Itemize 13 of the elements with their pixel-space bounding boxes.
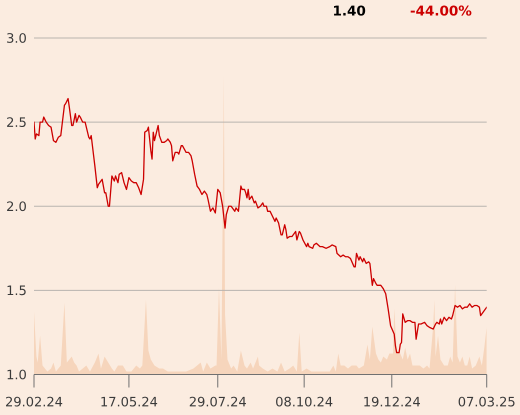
x-tick-label: 29.07.24 xyxy=(190,396,246,407)
text: 1.40 xyxy=(334,5,366,16)
x-tick-label: 08.10.24 xyxy=(276,396,332,407)
text: -44.00% xyxy=(410,5,472,16)
x-tick-label: 17.05.24 xyxy=(101,396,158,407)
y-tick-label: 1.0 xyxy=(8,370,26,380)
x-tick-label: 07.03.25 xyxy=(458,396,515,407)
x-tick-label: 29.02.24 xyxy=(6,396,62,407)
y-tick-label: 2.5 xyxy=(7,117,26,128)
x-tick-label: 19.12.24 xyxy=(364,396,420,407)
y-tick-label: 3.0 xyxy=(7,33,26,43)
y-tick-label: 1.5 xyxy=(8,286,26,296)
y-tick-label: 2.0 xyxy=(7,201,26,212)
